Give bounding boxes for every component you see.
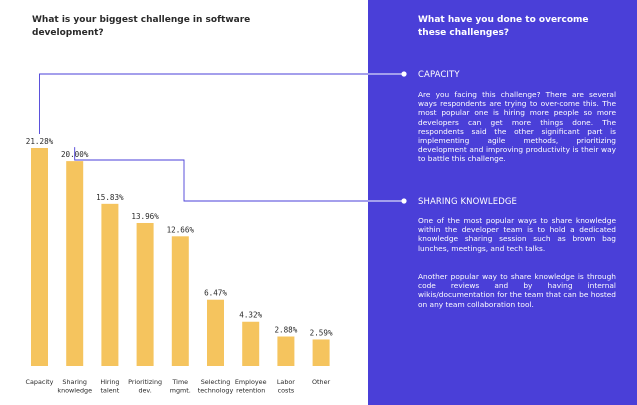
bar-1 <box>66 161 84 366</box>
bar-value-label-2: 15.83% <box>96 193 124 202</box>
bar-3 <box>136 222 154 366</box>
bar-2 <box>101 203 119 366</box>
connector-line-sharing-knowledge <box>74 147 404 202</box>
category-label-6-line-0: Employee <box>235 378 267 386</box>
section-heading-capacity: CAPACITY <box>418 70 460 80</box>
category-label-0: Capacity <box>26 378 54 386</box>
category-label-4-line-1: mgmt. <box>170 387 191 395</box>
bar-value-label-4: 12.66% <box>167 225 195 234</box>
bar-0 <box>31 148 48 366</box>
insights-panel <box>368 0 637 405</box>
bar-value-label-8: 2.59% <box>310 328 333 337</box>
section-body-sharing-knowledge-1: One of the most popular ways to share kn… <box>418 216 616 253</box>
bar-6 <box>242 321 260 366</box>
category-label-2-line-1: talent <box>101 387 120 395</box>
category-label-3-line-0: Prioritizing <box>128 378 162 386</box>
category-label-4-line-0: Time <box>171 378 188 386</box>
category-label-2-line-0: Hiring <box>100 378 119 386</box>
category-label-1-line-1: knowledge <box>57 387 92 395</box>
bar-value-label-7: 2.88% <box>274 325 297 334</box>
category-label-8: Other <box>312 378 331 386</box>
chart-title: What is your biggest challenge in softwa… <box>32 15 251 38</box>
bar-8 <box>312 339 330 366</box>
category-label-3-line-1: dev. <box>138 387 151 395</box>
category-label-5-line-1: technology <box>198 387 234 395</box>
bar-value-label-3: 13.96% <box>131 212 159 221</box>
bar-value-label-0: 21.28% <box>26 137 54 146</box>
panel-title: What have you done to overcome these cha… <box>418 15 589 38</box>
category-label-6-line-1: retention <box>236 387 265 395</box>
connector-line-capacity <box>39 73 404 134</box>
bar-5 <box>207 299 224 366</box>
bar-value-label-6: 4.32% <box>239 311 262 320</box>
category-label-7-line-0: Labor <box>277 378 295 386</box>
section-body-sharing-knowledge-2: Another popular way to share knowledge i… <box>418 272 616 309</box>
bar-4 <box>171 236 189 366</box>
category-label-5-line-0: Selecting <box>201 378 231 386</box>
category-label-1-line-0: Sharing <box>62 378 87 386</box>
bar-7 <box>277 336 295 366</box>
section-body-capacity: Are you facing this challenge? There are… <box>418 90 616 164</box>
section-heading-sharing-knowledge: SHARING KNOWLEDGE <box>418 197 517 207</box>
bar-value-label-5: 6.47% <box>204 289 227 298</box>
category-label-7-line-1: costs <box>278 387 295 395</box>
